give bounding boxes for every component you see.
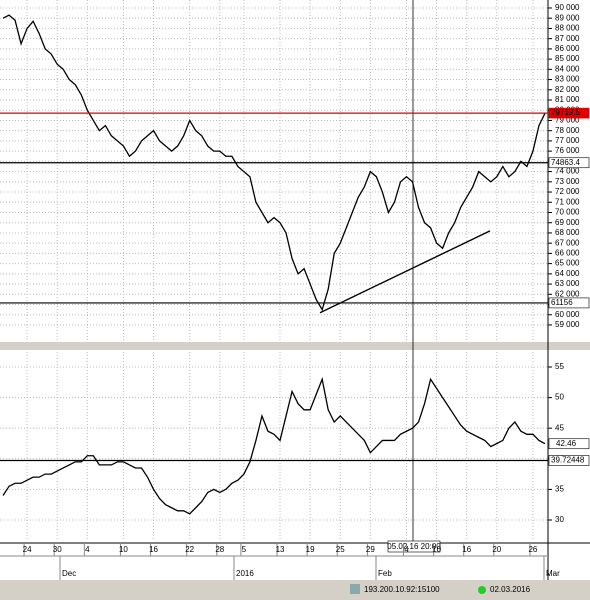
level-label-box [548, 157, 590, 169]
y-tick-label: 70 000 [555, 208, 580, 217]
status-bar [0, 580, 590, 600]
y-tick-label: 85 000 [555, 54, 580, 63]
y-tick-label: 62 000 [555, 289, 580, 298]
y-tick-label: 66 000 [555, 248, 580, 257]
x-tick-label: 22 [185, 545, 194, 554]
price-line [2, 376, 546, 515]
level-label-box [548, 455, 590, 466]
x-tick-label: 19 [306, 545, 315, 554]
y-tick-label: 60 000 [555, 310, 580, 319]
y-tick-label: 83 000 [555, 75, 580, 84]
y-tick-label: 50 [555, 393, 564, 402]
y-tick-label: 45 [555, 423, 564, 432]
period-label: Mar [546, 569, 560, 578]
x-tick-label: 20 [492, 545, 501, 554]
y-tick-label: 35 [555, 484, 564, 493]
y-tick-label: 78 000 [555, 126, 580, 135]
crosshair-label-box [387, 540, 441, 553]
y-tick-label: 86 000 [555, 44, 580, 53]
x-tick-label: 26 [528, 545, 537, 554]
level-label: 61156 [551, 298, 573, 307]
panel-separator [0, 342, 590, 350]
price-line [2, 14, 546, 312]
y-tick-label: 77 000 [555, 136, 580, 145]
y-tick-label: 68 000 [555, 228, 580, 237]
y-tick-label: 76 000 [555, 146, 580, 155]
y-tick-label: 59 000 [555, 320, 580, 329]
y-tick-label: 90 000 [555, 3, 580, 12]
level-label-box [548, 297, 590, 309]
status-date: 02.03.2016 [490, 585, 531, 594]
y-tick-label: 73 000 [555, 177, 580, 186]
trend-line [319, 230, 491, 314]
level-label: 39.72448 [551, 456, 585, 465]
y-tick-label: 72 000 [555, 187, 580, 196]
server-icon [350, 584, 360, 594]
period-label: 2016 [236, 569, 254, 578]
y-tick-label: 79 000 [555, 116, 580, 125]
x-tick-label: 28 [215, 545, 224, 554]
x-tick-label: 4 [85, 545, 90, 554]
y-tick-label: 69 000 [555, 218, 580, 227]
level-label: 74863.4 [551, 158, 580, 167]
x-tick-label: 30 [53, 545, 62, 554]
y-tick-label: 67 000 [555, 238, 580, 247]
status-icon [478, 586, 486, 594]
y-tick-label: 89 000 [555, 13, 580, 22]
x-tick-label: 29 [366, 545, 375, 554]
y-tick-label: 63 000 [555, 279, 580, 288]
y-tick-label: 30 [555, 515, 564, 524]
level-label: 79719.5 [551, 108, 580, 117]
x-tick-label: 16 [462, 545, 471, 554]
y-tick-label: 84 000 [555, 64, 580, 73]
x-tick-label: 13 [276, 545, 285, 554]
y-tick-label: 88 000 [555, 24, 580, 33]
x-tick-label: 16 [149, 545, 158, 554]
y-tick-label: 55 [555, 362, 564, 371]
last-value-label: 42.46 [556, 439, 577, 448]
x-tick-label: 10 [119, 545, 128, 554]
level-label-box [548, 107, 590, 119]
x-tick-label: 10 [432, 545, 441, 554]
x-tick-label: 24 [23, 545, 32, 554]
x-tick-label: 25 [336, 545, 345, 554]
last-value-box [548, 438, 590, 450]
y-tick-label: 65 000 [555, 259, 580, 268]
y-tick-label: 81 000 [555, 95, 580, 104]
y-tick-label: 64 000 [555, 269, 580, 278]
y-tick-label: 87 000 [555, 34, 580, 43]
x-tick-label: 5 [242, 545, 247, 554]
y-tick-label: 82 000 [555, 85, 580, 94]
crosshair-label: 05.02.16 20:00 [387, 542, 441, 551]
x-tick-label: 4 [404, 545, 409, 554]
period-label: Feb [378, 569, 392, 578]
period-label: Dec [62, 569, 76, 578]
y-tick-label: 74 000 [555, 167, 580, 176]
y-tick-label: 71 000 [555, 197, 580, 206]
server-address: 193.200.10.92:15100 [364, 585, 440, 594]
